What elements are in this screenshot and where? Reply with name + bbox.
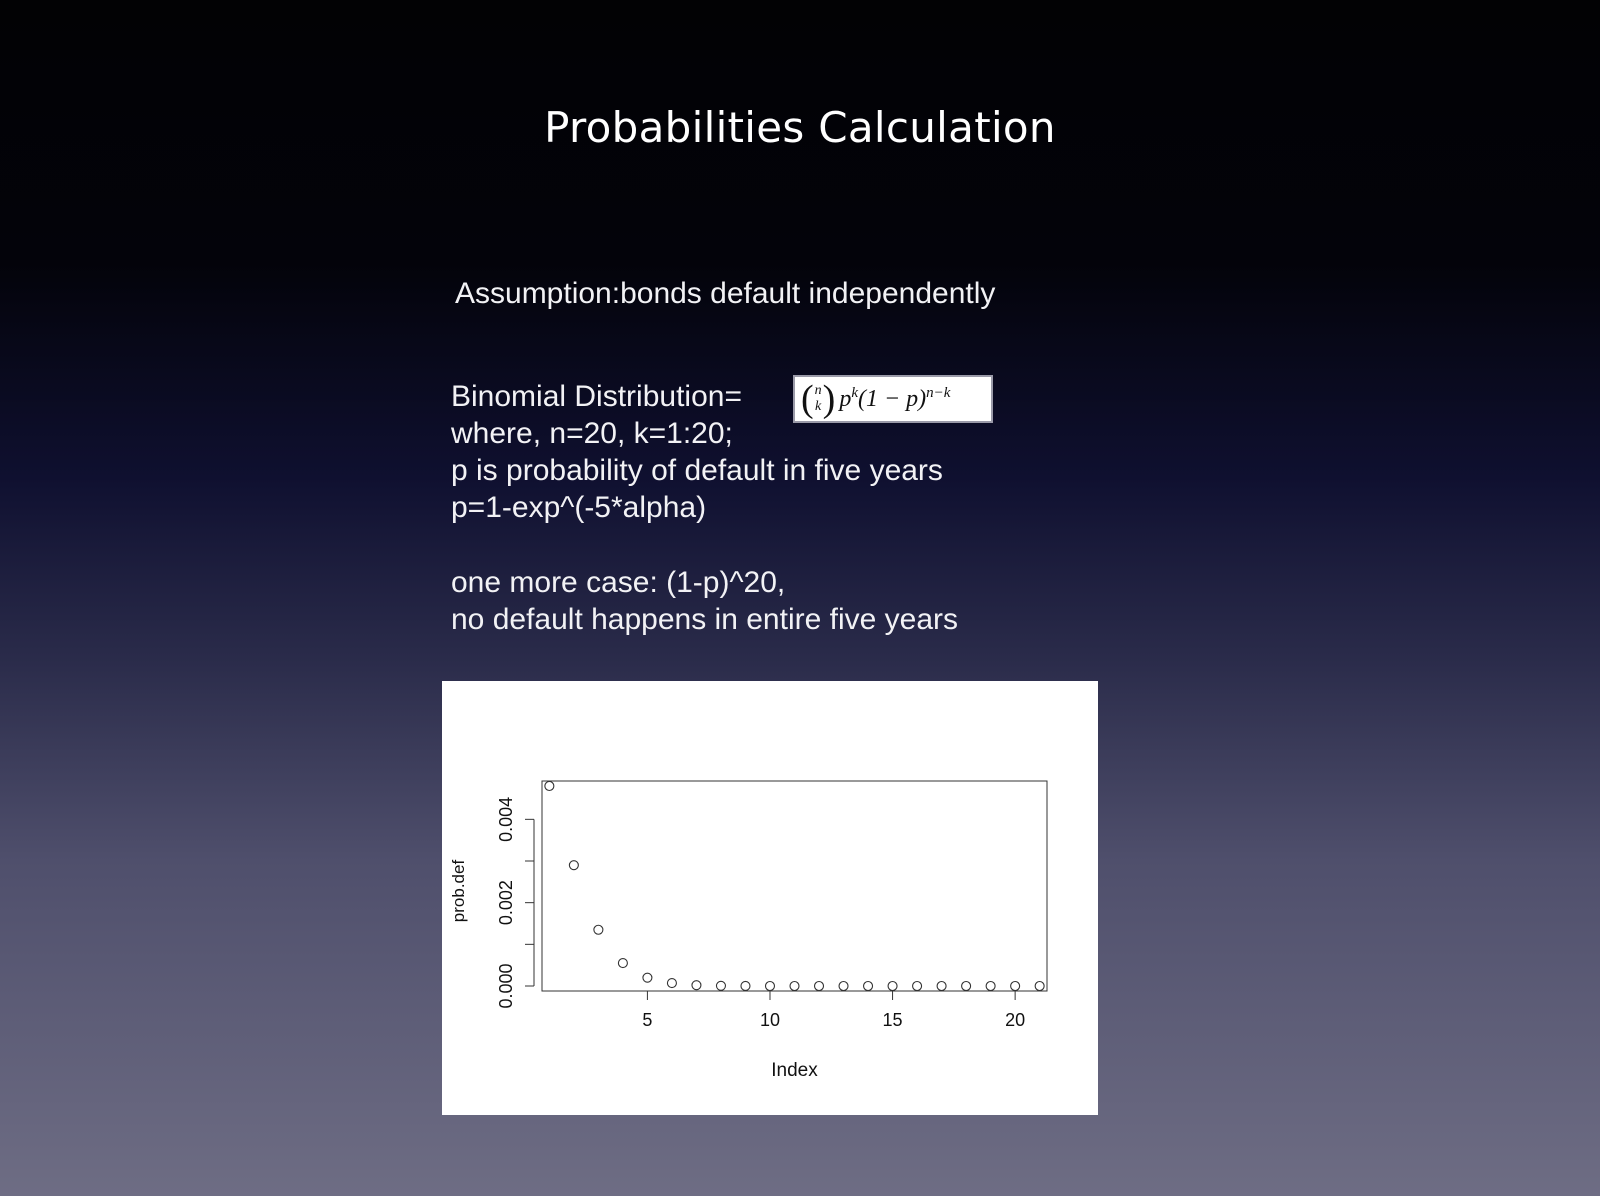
y-tick-label: 0.004 (496, 797, 516, 842)
data-point (961, 980, 972, 992)
plot-svg: 5 10 15 20 0.000 0.002 0.004 Index prob.def (449, 780, 1048, 1081)
data-point (544, 780, 555, 792)
data-point (617, 958, 628, 969)
data-point (593, 924, 604, 935)
data-point (813, 980, 825, 992)
data-point (740, 980, 751, 992)
y-tick-label: 0.000 (496, 963, 516, 1008)
data-points (544, 780, 1045, 992)
binom-n: n (814, 383, 822, 398)
x-tick-label: 20 (1005, 1010, 1025, 1030)
formula-exp-nk: n−k (926, 385, 951, 401)
binom-k: k (815, 399, 822, 414)
data-point (568, 860, 579, 871)
data-point (887, 980, 898, 992)
binomial-label: Binomial Distribution= (451, 380, 742, 413)
data-point (912, 980, 923, 992)
data-point (1010, 980, 1021, 992)
formula-middle: (1 − p) (857, 386, 927, 412)
where-line: where, n=20, k=1:20; (451, 417, 733, 450)
scatter-plot: 5 10 15 20 0.000 0.002 0.004 Index prob.def (442, 681, 1098, 1115)
data-point (666, 978, 677, 989)
data-point (1034, 980, 1045, 992)
y-tick-label: 0.002 (496, 880, 516, 925)
binomial-coefficient: ( n k ) (801, 378, 836, 420)
extra-case-note: no default happens in entire five years (451, 603, 958, 636)
x-axis: 5 10 15 20 (642, 990, 1025, 1030)
y-axis: 0.000 0.002 0.004 (496, 797, 535, 1009)
p-formula: p=1-exp^(-5*alpha) (451, 491, 707, 524)
p-definition: p is probability of default in five year… (451, 454, 943, 487)
data-point (691, 980, 702, 991)
formula-p: p (839, 386, 852, 412)
plot-frame (541, 780, 1048, 992)
data-point (642, 972, 653, 983)
assumption-text: Assumption:bonds default independently (455, 277, 996, 310)
x-tick-label: 15 (883, 1010, 903, 1030)
y-axis-label: prob.def (449, 860, 468, 923)
data-point (715, 980, 727, 991)
x-tick-label: 10 (760, 1010, 780, 1030)
data-point (764, 980, 776, 992)
binomial-formula-image: ( n k ) pk(1 − p)n−k (793, 375, 993, 423)
data-point (862, 980, 874, 992)
data-point (838, 980, 849, 992)
formula-expression: pk(1 − p)n−k (839, 385, 950, 413)
data-point (789, 980, 800, 992)
extra-case: one more case: (1-p)^20, (451, 566, 786, 599)
data-point (936, 980, 947, 992)
slide-title: Probabilities Calculation (544, 103, 1056, 152)
x-axis-label: Index (771, 1060, 818, 1081)
formula-exp-k: k (851, 385, 858, 401)
x-tick-label: 5 (642, 1010, 652, 1030)
data-point (985, 980, 996, 992)
